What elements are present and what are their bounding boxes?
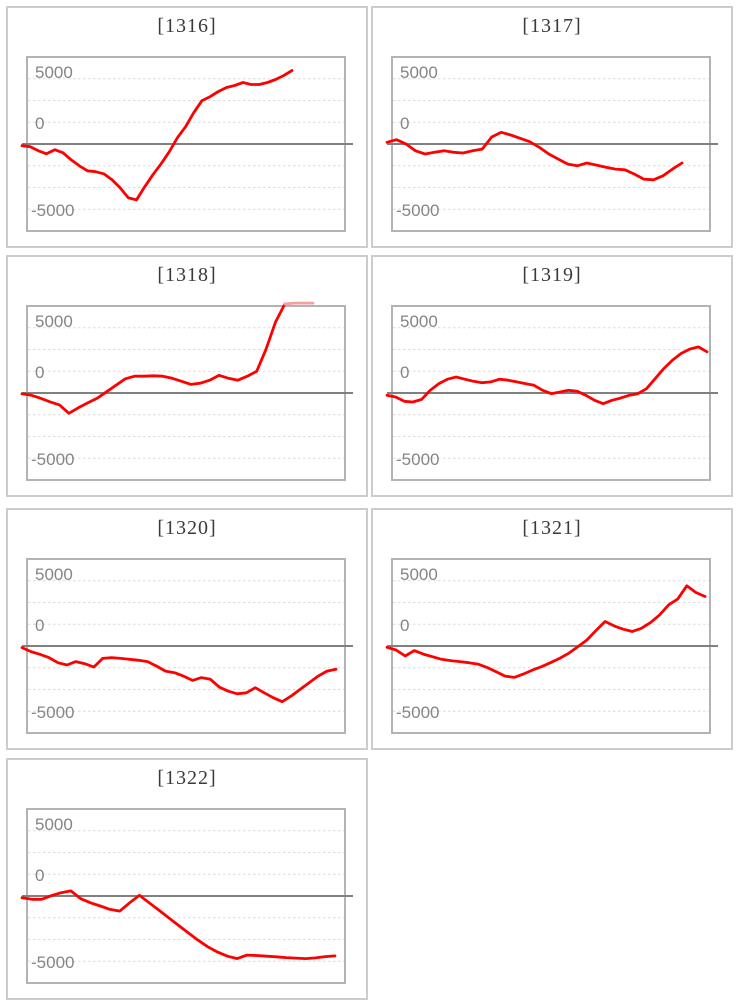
chart-canvas xyxy=(20,558,353,734)
chart-title: [1320] xyxy=(157,517,217,539)
chart-canvas xyxy=(20,808,353,984)
chart-title: [1322] xyxy=(157,767,217,789)
series-line xyxy=(20,302,287,415)
y-axis-tick-neg5000: -5000 xyxy=(31,703,75,722)
y-axis-tick-5000: 5000 xyxy=(400,63,438,82)
y-axis-tick-neg5000: -5000 xyxy=(31,450,75,469)
y-axis-tick-neg5000: -5000 xyxy=(396,703,440,722)
y-axis-tick-zero: 0 xyxy=(35,363,45,382)
chart-title: [1316] xyxy=(157,15,217,37)
series-line xyxy=(385,130,684,182)
chart-canvas xyxy=(385,558,718,734)
y-axis-tick-neg5000: -5000 xyxy=(396,450,440,469)
y-axis-tick-neg5000: -5000 xyxy=(396,201,440,220)
y-axis-tick-5000: 5000 xyxy=(35,312,73,331)
series-line xyxy=(20,889,337,961)
series-line xyxy=(20,69,294,202)
chart-panel: [1319] 5000 0 -5000 xyxy=(371,255,733,497)
chart-panel: [1317] 5000 0 -5000 xyxy=(371,6,733,248)
y-axis-tick-zero: 0 xyxy=(35,114,45,133)
chart-title: [1321] xyxy=(522,517,582,539)
chart-panel: [1322] 5000 0 -5000 xyxy=(6,758,368,1000)
chart-canvas xyxy=(20,301,353,481)
chart-panel: [1320] 5000 0 -5000 xyxy=(6,508,368,750)
y-axis-tick-zero: 0 xyxy=(400,363,410,382)
series-line-overflow xyxy=(283,301,315,306)
y-axis-tick-zero: 0 xyxy=(400,616,410,635)
chart-title: [1319] xyxy=(522,264,582,286)
y-axis-tick-5000: 5000 xyxy=(35,565,73,584)
chart-title: [1317] xyxy=(522,15,582,37)
y-axis-tick-zero: 0 xyxy=(35,866,45,885)
series-line xyxy=(20,646,338,704)
chart-canvas xyxy=(385,305,718,481)
chart-title: [1318] xyxy=(157,264,217,286)
chart-canvas xyxy=(20,56,353,232)
y-axis-tick-neg5000: -5000 xyxy=(31,201,75,220)
y-axis-tick-5000: 5000 xyxy=(400,565,438,584)
chart-panel: [1318] 5000 0 -5000 xyxy=(6,255,368,497)
chart-canvas xyxy=(385,56,718,232)
y-axis-tick-5000: 5000 xyxy=(400,312,438,331)
chart-panel: [1321] 5000 0 -5000 xyxy=(371,508,733,750)
y-axis-tick-5000: 5000 xyxy=(35,63,73,82)
y-axis-tick-zero: 0 xyxy=(400,114,410,133)
y-axis-tick-zero: 0 xyxy=(35,616,45,635)
series-line xyxy=(385,584,707,679)
series-line xyxy=(385,345,709,406)
y-axis-tick-5000: 5000 xyxy=(35,815,73,834)
y-axis-tick-neg5000: -5000 xyxy=(31,953,75,972)
chart-panel: [1316] 5000 0 -5000 xyxy=(6,6,368,248)
